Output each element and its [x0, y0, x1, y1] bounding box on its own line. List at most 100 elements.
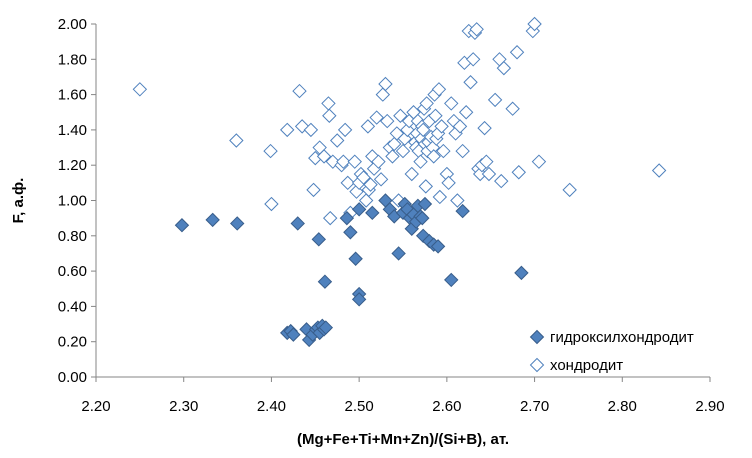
- data-point-chondrodite: [336, 154, 351, 169]
- data-point-chondrodite: [418, 179, 434, 194]
- y-tick-label: 2.00: [58, 16, 87, 33]
- data-point-chondrodite: [481, 166, 497, 182]
- data-point-chondrodite: [321, 96, 336, 111]
- x-tick-label: 2.30: [169, 398, 198, 415]
- data-point-hydroxylchondrodite: [430, 239, 446, 254]
- data-point-chondrodite: [527, 16, 542, 32]
- data-point-hydroxylchondrodite: [455, 203, 470, 219]
- data-point-chondrodite: [375, 87, 391, 102]
- data-point-hydroxylchondrodite: [318, 320, 334, 335]
- data-point-chondrodite: [465, 52, 481, 67]
- data-point-chondrodite: [463, 75, 478, 90]
- data-point-hydroxylchondrodite: [311, 232, 327, 247]
- y-tick-label: 1.20: [58, 157, 87, 174]
- y-axis-title: F, а.ф.: [10, 178, 27, 224]
- data-point-hydroxylchondrodite: [391, 246, 406, 261]
- y-tick-label: 1.00: [58, 193, 87, 210]
- data-point-chondrodite: [562, 182, 577, 198]
- data-point-chondrodite: [651, 163, 667, 178]
- data-point-chondrodite: [337, 122, 353, 138]
- data-point-chondrodite: [479, 154, 494, 169]
- legend-label: гидроксилхондродит: [550, 329, 694, 346]
- data-point-hydroxylchondrodite: [365, 205, 380, 221]
- data-point-hydroxylchondrodite: [290, 216, 305, 231]
- data-point-chondrodite: [505, 101, 520, 116]
- data-point-chondrodite: [380, 113, 395, 129]
- x-axis: 2.20 2.30 2.40 2.50 2.60 2.70 2.80 2.90: [81, 376, 725, 415]
- x-tick-label: 2.40: [257, 398, 286, 415]
- data-point-hydroxylchondrodite: [230, 216, 245, 231]
- data-point-chondrodite: [432, 189, 448, 205]
- y-axis: 0.00 0.20 0.40 0.60 0.80 1.00 1.20 1.40 1.60 1.80…: [58, 16, 97, 386]
- y-tick-label: 0.00: [58, 369, 87, 386]
- data-point-chondrodite: [229, 133, 244, 148]
- data-point-chondrodite: [132, 82, 148, 97]
- data-point-chondrodite: [292, 83, 307, 99]
- legend: гидроксилхондродит хондродит: [529, 329, 694, 374]
- data-point-chondrodite: [280, 122, 295, 138]
- data-point-hydroxylchondrodite: [348, 251, 363, 266]
- data-point-chondrodite: [434, 119, 449, 134]
- data-point-chondrodite: [393, 108, 408, 123]
- data-point-chondrodite: [264, 196, 279, 212]
- data-point-chondrodite: [428, 108, 443, 123]
- data-point-chondrodite: [371, 154, 386, 169]
- data-point-chondrodite: [413, 154, 428, 169]
- data-point-chondrodite: [395, 143, 411, 159]
- y-tick-label: 0.40: [58, 298, 87, 315]
- data-point-chondrodite: [450, 193, 465, 208]
- data-point-hydroxylchondrodite: [444, 272, 459, 288]
- data-point-hydroxylchondrodite: [417, 196, 433, 212]
- data-point-chondrodite: [511, 165, 526, 180]
- data-point-chondrodite: [347, 154, 362, 169]
- data-point-chondrodite: [373, 172, 389, 187]
- data-point-chondrodite: [316, 149, 332, 164]
- data-point-chondrodite: [419, 96, 434, 111]
- data-point-hydroxylchondrodite: [351, 292, 367, 307]
- y-tick-label: 1.60: [58, 87, 87, 104]
- data-point-chondrodite: [330, 133, 345, 148]
- x-tick-label: 2.20: [81, 398, 110, 415]
- x-tick-label: 2.70: [520, 398, 549, 415]
- data-point-chondrodite: [444, 96, 459, 111]
- data-point-chondrodite: [426, 149, 441, 164]
- x-tick-label: 2.50: [345, 398, 374, 415]
- y-tick-label: 1.80: [58, 51, 87, 68]
- data-point-chondrodite: [469, 22, 484, 37]
- data-point-hydroxylchondrodite: [174, 218, 190, 233]
- data-point-chondrodite: [477, 120, 492, 136]
- data-point-chondrodite: [455, 143, 470, 159]
- data-point-chondrodite: [306, 182, 321, 198]
- data-points: [132, 16, 667, 348]
- data-point-chondrodite: [431, 82, 447, 97]
- data-point-hydroxylchondrodite: [339, 210, 355, 226]
- y-tick-label: 0.20: [58, 334, 87, 351]
- data-point-chondrodite: [441, 175, 456, 191]
- data-point-chondrodite: [263, 143, 278, 159]
- data-point-chondrodite: [509, 45, 525, 60]
- data-point-chondrodite: [378, 76, 393, 92]
- data-point-chondrodite: [387, 136, 402, 152]
- data-point-hydroxylchondrodite: [514, 265, 529, 281]
- data-point-chondrodite: [322, 108, 337, 123]
- data-point-chondrodite: [452, 119, 468, 134]
- data-point-hydroxylchondrodite: [351, 202, 367, 217]
- data-point-chondrodite: [404, 166, 419, 182]
- data-point-chondrodite: [303, 122, 319, 138]
- data-point-hydroxylchondrodite: [205, 212, 220, 228]
- data-point-chondrodite: [494, 173, 509, 189]
- x-tick-label: 2.80: [608, 398, 637, 415]
- x-axis-title: (Mg+Fe+Ti+Mn+Zn)/(Si+B), ат.: [297, 431, 509, 448]
- data-point-chondrodite: [531, 154, 547, 169]
- data-point-hydroxylchondrodite: [286, 327, 301, 342]
- data-point-chondrodite: [415, 122, 431, 138]
- y-tick-label: 0.80: [58, 228, 87, 245]
- data-point-hydroxylchondrodite: [415, 210, 430, 226]
- data-point-chondrodite: [369, 110, 384, 125]
- legend-marker: [529, 329, 545, 345]
- data-point-chondrodite: [436, 143, 451, 159]
- data-point-hydroxylchondrodite: [317, 274, 333, 289]
- data-point-chondrodite: [322, 210, 338, 226]
- data-point-chondrodite: [363, 177, 378, 192]
